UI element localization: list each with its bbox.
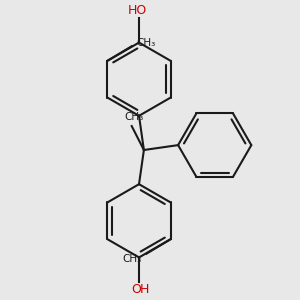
Text: CH₃: CH₃ (136, 38, 156, 48)
Text: H: H (140, 283, 150, 296)
Text: O: O (132, 283, 142, 296)
Text: CH₃: CH₃ (122, 254, 141, 264)
Text: CH₃: CH₃ (124, 112, 144, 122)
Text: HO: HO (128, 4, 147, 17)
